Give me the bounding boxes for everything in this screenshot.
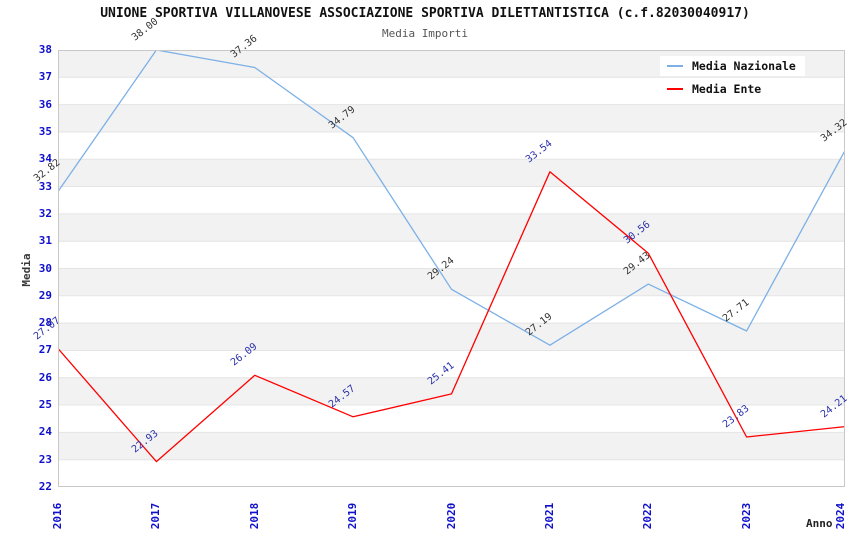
line-swatch-icon	[667, 88, 683, 90]
y-tick-label: 30	[38, 261, 52, 275]
y-tick-label: 22	[38, 480, 52, 493]
x-axis-title: Anno	[806, 517, 833, 530]
legend-label: Media Ente	[692, 82, 762, 96]
y-tick-label: 36	[38, 97, 52, 111]
legend: Media Nazionale Media Ente	[660, 56, 805, 99]
x-tick-label: 2021	[542, 502, 556, 530]
line-swatch-icon	[667, 65, 683, 67]
chart-title: UNIONE SPORTIVA VILLANOVESE ASSOCIAZIONE…	[100, 6, 750, 21]
y-tick-label: 24	[38, 425, 52, 439]
y-tick-label: 23	[38, 452, 52, 466]
y-tick-label: 26	[38, 370, 52, 384]
legend-label: Media Nazionale	[692, 59, 796, 73]
y-tick-label: 28	[38, 316, 52, 330]
y-tick-label: 25	[38, 398, 52, 412]
chart-subtitle: Media Importi	[381, 27, 469, 40]
y-tick-label: 32	[38, 206, 52, 220]
y-tick-label: 33	[38, 179, 52, 193]
y-axis-title: Media	[20, 253, 33, 287]
x-tick-label: 2020	[444, 502, 458, 530]
x-tick-label: 2019	[346, 502, 360, 530]
y-tick-label: 29	[38, 288, 52, 302]
x-tick-label: 2023	[739, 502, 753, 530]
y-tick-label: 35	[38, 124, 52, 138]
y-tick-label: 38	[38, 43, 52, 56]
x-tick-label: 2018	[247, 502, 261, 530]
x-tick-label: 2016	[51, 502, 64, 530]
y-tick-label: 27	[38, 343, 52, 357]
x-tick-label: 2017	[149, 502, 163, 530]
y-tick-label: 37	[38, 70, 52, 84]
legend-item-media-ente: Media Ente	[660, 79, 771, 99]
x-tick-label: 2024	[834, 502, 847, 530]
legend-item-media-nazionale: Media Nazionale	[660, 56, 805, 76]
x-tick-label: 2022	[641, 502, 655, 530]
y-tick-label: 34	[38, 152, 52, 166]
y-tick-label: 31	[38, 234, 52, 248]
